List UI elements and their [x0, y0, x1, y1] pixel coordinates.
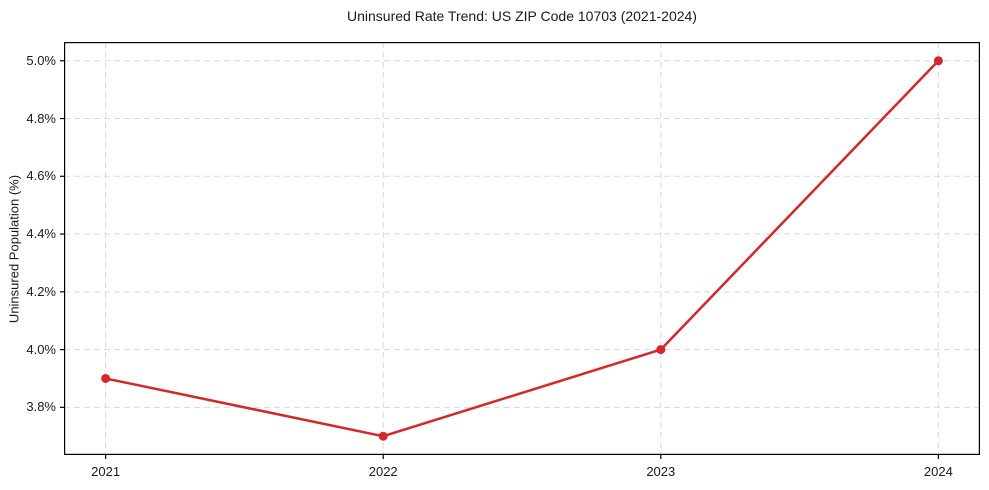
- y-tick-label: 4.2%: [26, 283, 56, 299]
- y-tick-label: 5.0%: [26, 52, 56, 68]
- data-point-marker: [933, 56, 943, 66]
- data-point-marker: [378, 431, 388, 441]
- x-tick-label: 2021: [91, 464, 121, 479]
- series-line: [104, 59, 940, 438]
- y-axis-label-text: Uninsured Population (%): [6, 174, 22, 324]
- chart-title: Uninsured Rate Trend: US ZIP Code 10703 …: [347, 8, 697, 24]
- plot-border: [64, 42, 980, 455]
- y-tick-label: 4.6%: [26, 168, 56, 184]
- plot-area: [60, 42, 980, 459]
- y-tick-label: 4.4%: [26, 226, 56, 242]
- x-tick-label: 2022: [368, 464, 398, 479]
- x-tick-label: 2023: [646, 464, 676, 479]
- x-tick-label: 2024: [923, 464, 953, 479]
- y-tick-label: 4.8%: [26, 110, 56, 126]
- y-tick-label: 4.0%: [26, 341, 56, 357]
- data-point-marker: [101, 373, 111, 383]
- y-tick-label: 3.8%: [26, 399, 56, 415]
- data-point-marker: [656, 345, 666, 355]
